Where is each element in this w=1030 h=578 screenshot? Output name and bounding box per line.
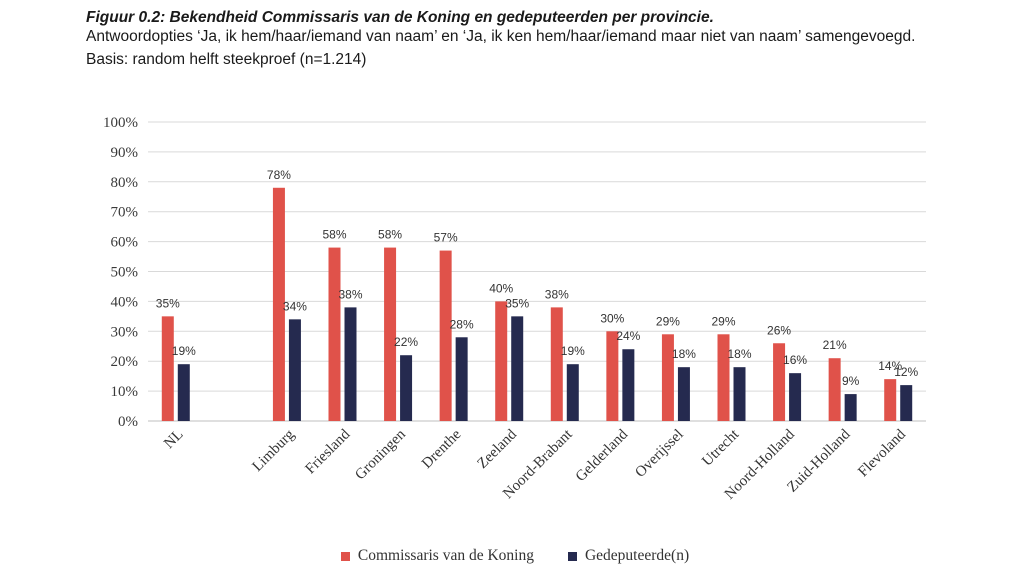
category-label: Groningen (352, 426, 409, 483)
category-label: Flevoland (855, 426, 909, 480)
legend-label-gedeputeerde: Gedeputeerde(n) (584, 547, 690, 564)
data-label: 30% (600, 311, 624, 325)
y-tick-label: 40% (111, 294, 139, 310)
chart-header: Figuur 0.2: Bekendheid Commissaris van d… (86, 8, 986, 69)
data-label: 38% (545, 287, 569, 301)
data-label: 26% (767, 323, 791, 337)
y-tick-label: 50% (111, 265, 139, 281)
data-label: 12% (894, 365, 918, 379)
legend-swatch-commissaris (340, 551, 350, 561)
bar (717, 334, 730, 421)
data-label: 18% (727, 347, 751, 361)
chart-legend: Commissaris van de Koning Gedeputeerde(n… (0, 547, 1030, 565)
bar (884, 379, 897, 421)
legend-item-gedeputeerde: Gedeputeerde(n) (567, 547, 690, 565)
y-tick-label: 60% (111, 235, 139, 251)
bar (288, 319, 301, 421)
data-label: 28% (450, 317, 474, 331)
category-label: Overijssel (632, 427, 686, 481)
bar (677, 367, 690, 421)
bar (661, 334, 674, 421)
category-label: Gelderland (573, 426, 632, 485)
data-label: 19% (172, 344, 196, 358)
category-label: Friesland (303, 426, 354, 477)
legend-label-commissaris: Commissaris van de Koning (357, 547, 534, 564)
bar (455, 337, 468, 421)
chart-basis: Basis: random helft steekproef (n=1.214) (86, 51, 367, 68)
y-tick-label: 100% (103, 115, 138, 131)
y-tick-label: 0% (118, 414, 138, 430)
bar (511, 316, 524, 421)
category-label: NL (161, 427, 186, 452)
data-label: 16% (783, 353, 807, 367)
category-label: Drenthe (419, 426, 465, 472)
data-label: 38% (338, 287, 362, 301)
chart-title: Figuur 0.2: Bekendheid Commissaris van d… (86, 9, 714, 26)
bar (272, 187, 285, 421)
category-label: Zeeland (475, 426, 521, 472)
data-label: 34% (283, 299, 307, 313)
y-tick-label: 90% (111, 145, 139, 161)
data-label: 22% (394, 335, 418, 349)
bar (344, 307, 357, 421)
bar (400, 355, 413, 421)
bar (789, 373, 802, 421)
bar (550, 307, 563, 421)
bar (177, 364, 190, 421)
data-label: 29% (711, 314, 735, 328)
data-label: 58% (378, 228, 402, 242)
bar (328, 247, 341, 421)
category-label: Utrecht (699, 426, 743, 470)
bar (384, 247, 397, 421)
y-tick-label: 80% (111, 175, 139, 191)
bar (733, 367, 746, 421)
data-label: 29% (656, 314, 680, 328)
bar (161, 316, 174, 421)
bar (439, 250, 452, 421)
data-label: 18% (672, 347, 696, 361)
legend-swatch-gedeputeerde (567, 551, 577, 561)
data-label: 14% (878, 359, 902, 373)
data-label: 40% (489, 281, 513, 295)
data-label: 35% (156, 296, 180, 310)
bar (844, 394, 857, 421)
bar (606, 331, 619, 421)
bar (622, 349, 635, 421)
y-tick-label: 20% (111, 354, 139, 370)
data-label: 58% (322, 228, 346, 242)
bar (828, 358, 841, 421)
chart-subtitle: Antwoordopties ‘Ja, ik hem/haar/iemand v… (86, 28, 916, 45)
y-tick-label: 70% (111, 205, 139, 221)
data-label: 24% (616, 329, 640, 343)
bar (773, 343, 786, 421)
data-label: 57% (434, 231, 458, 245)
data-label: 21% (823, 338, 847, 352)
bar (566, 364, 579, 421)
category-label: Limburg (250, 426, 299, 475)
legend-item-commissaris: Commissaris van de Koning (340, 547, 534, 565)
y-tick-label: 30% (111, 324, 139, 340)
bar (495, 301, 508, 421)
data-label: 19% (561, 344, 585, 358)
data-label: 9% (842, 374, 860, 388)
data-label: 35% (505, 296, 529, 310)
y-tick-label: 10% (111, 384, 139, 400)
bar (900, 385, 913, 421)
data-label: 78% (267, 168, 291, 182)
